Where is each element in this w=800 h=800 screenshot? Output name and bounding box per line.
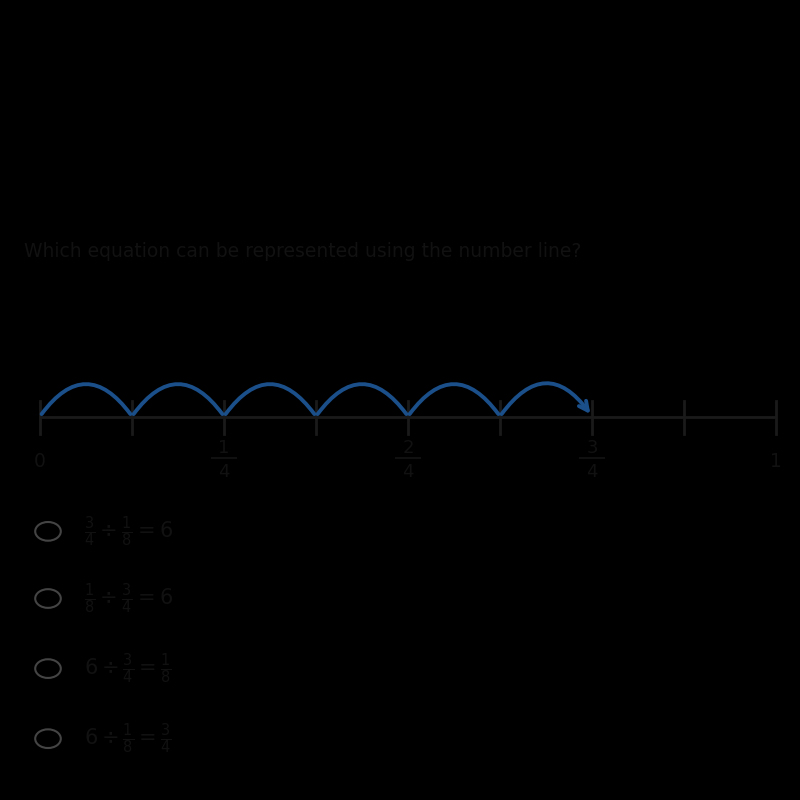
Text: 4: 4	[218, 462, 230, 481]
Text: 1: 1	[770, 452, 782, 470]
Text: 1: 1	[218, 439, 230, 458]
Text: 2: 2	[402, 439, 414, 458]
Text: $\frac{3}{4}\div\frac{1}{8}=6$: $\frac{3}{4}\div\frac{1}{8}=6$	[84, 514, 173, 549]
Text: 3: 3	[586, 439, 598, 458]
Text: 0: 0	[34, 452, 46, 470]
Text: $6\div\frac{1}{8}=\frac{3}{4}$: $6\div\frac{1}{8}=\frac{3}{4}$	[84, 722, 172, 756]
Text: Which equation can be represented using the number line?: Which equation can be represented using …	[24, 242, 582, 262]
Text: $\frac{1}{8}\div\frac{3}{4}=6$: $\frac{1}{8}\div\frac{3}{4}=6$	[84, 582, 173, 616]
Text: 4: 4	[402, 462, 414, 481]
Text: 4: 4	[586, 462, 598, 481]
Text: $6\div\frac{3}{4}=\frac{1}{8}$: $6\div\frac{3}{4}=\frac{1}{8}$	[84, 651, 172, 686]
